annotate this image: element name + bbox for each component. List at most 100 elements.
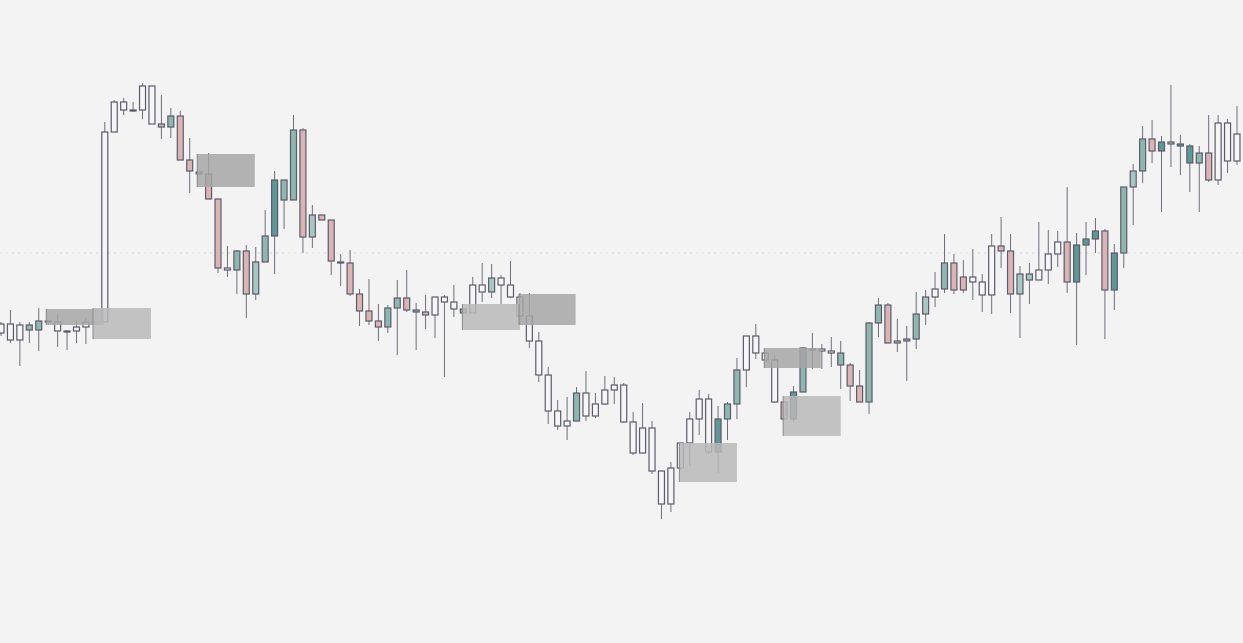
candle-body [478,284,486,293]
candle [289,115,298,201]
candle-body [912,313,920,340]
candle-body [1025,273,1034,281]
candle-body [1214,122,1222,181]
candle-body [1139,138,1147,172]
candle-body [214,198,222,269]
candle [695,390,703,435]
candle-body [1063,241,1071,283]
candle [337,254,345,286]
candle [601,376,609,405]
candle-body [384,307,392,328]
candle-body [884,304,892,344]
candle [893,319,901,352]
candle [563,397,571,440]
candle [25,322,33,343]
candle [988,234,996,314]
candle [299,128,307,253]
candle [1186,144,1194,192]
candle-body [591,403,600,417]
dark-zone-box [764,348,821,368]
candle-body [110,101,118,133]
candle-body [167,115,175,128]
candle [997,217,1005,268]
candle [403,270,411,312]
candle-body [837,352,845,366]
candle [384,305,392,333]
candle [912,292,920,349]
candle [1233,106,1241,165]
candle-body [261,235,269,263]
candle [1110,244,1118,310]
candle-body [0,323,5,334]
candle-body [138,85,147,111]
zones-layer [45,154,841,482]
candle [214,198,222,273]
candle [0,322,5,336]
candle-body [1167,141,1175,145]
candle-body [535,340,543,376]
candle-body [1110,252,1118,291]
candle [922,290,930,325]
candle-body [950,262,958,291]
candle [591,393,600,418]
candle [582,371,590,421]
light-zone-box [679,443,737,482]
candle [638,403,647,454]
candle [855,370,864,403]
candle-body [289,129,298,201]
candle [1101,229,1109,339]
candle-body [629,421,637,454]
candle [903,326,911,381]
candle-body [148,85,156,125]
candle [440,295,449,377]
candle-body [686,418,694,444]
candle-body [223,267,232,271]
candle [1139,126,1147,183]
candle-body [544,374,552,412]
candle [846,363,854,401]
candle [261,210,269,263]
candle [1016,266,1024,338]
candle [157,95,165,139]
candle [554,400,562,430]
candle-body [582,392,590,417]
candle [63,330,71,350]
candle-body [997,245,1005,252]
candle [506,261,515,298]
candle [1035,222,1043,281]
candle [421,295,430,329]
candle [497,275,505,304]
candle-body [1091,230,1100,240]
candle-body [488,277,496,293]
candle [884,303,892,344]
candle [940,234,949,293]
candle [16,322,24,366]
candle-body [1176,143,1184,147]
candle [271,171,279,274]
candle-body [667,467,675,505]
candle-body [299,129,307,238]
candle-body [903,338,911,342]
candle-body [327,219,335,262]
candle [1063,187,1071,293]
candle-body [1054,241,1062,255]
candle-body [723,403,732,420]
candle [138,83,147,119]
candle [327,219,335,275]
candle-body [63,330,71,333]
dark-zone-box [46,309,104,325]
candle-body [308,214,316,238]
candle-body [25,324,33,331]
candle-body [120,101,128,111]
candle-body [893,340,901,344]
candle [950,254,958,294]
candle [346,250,354,296]
candle [233,250,241,294]
candle [1205,115,1213,182]
candle-body [1101,230,1109,291]
candle [393,280,401,355]
candle [610,377,618,404]
candle-body [271,179,279,237]
candle [544,367,552,424]
